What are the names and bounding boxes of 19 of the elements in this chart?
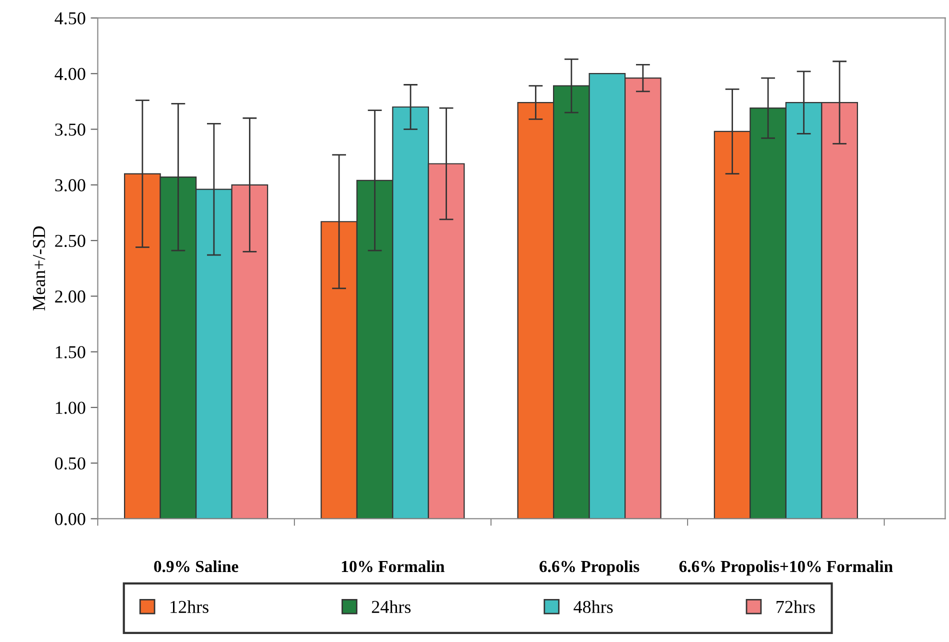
y-axis-title: Mean+/-SD xyxy=(32,226,46,311)
y-tick-label: 2.50 xyxy=(55,234,86,248)
y-tick-label: 4.00 xyxy=(54,68,86,80)
x-tick-label: 0.9% Saline xyxy=(154,560,238,572)
x-tick-label: 6.6% Propolis xyxy=(540,560,640,576)
y-tick-label: 4.50 xyxy=(54,12,86,24)
y-tick-label: 1.50 xyxy=(56,346,86,358)
legend-label: 12hrs xyxy=(170,600,208,614)
legend-label: 72hrs xyxy=(776,600,815,614)
y-tick-label: 0.50 xyxy=(55,457,86,470)
y-tick-label: 1.00 xyxy=(56,402,86,414)
legend-label: 24hrs xyxy=(372,600,411,614)
y-tick-label: 3.00 xyxy=(55,179,86,192)
legend-label: 48hrs xyxy=(574,600,613,614)
x-tick-label: 6.6% Propolis+10% Formalin xyxy=(679,560,893,576)
y-tick-label: 0.00 xyxy=(55,512,86,526)
y-tick-label: 3.50 xyxy=(55,124,86,136)
x-tick-label: 10% Formalin xyxy=(342,560,445,572)
y-tick-label: 2.00 xyxy=(55,290,86,303)
